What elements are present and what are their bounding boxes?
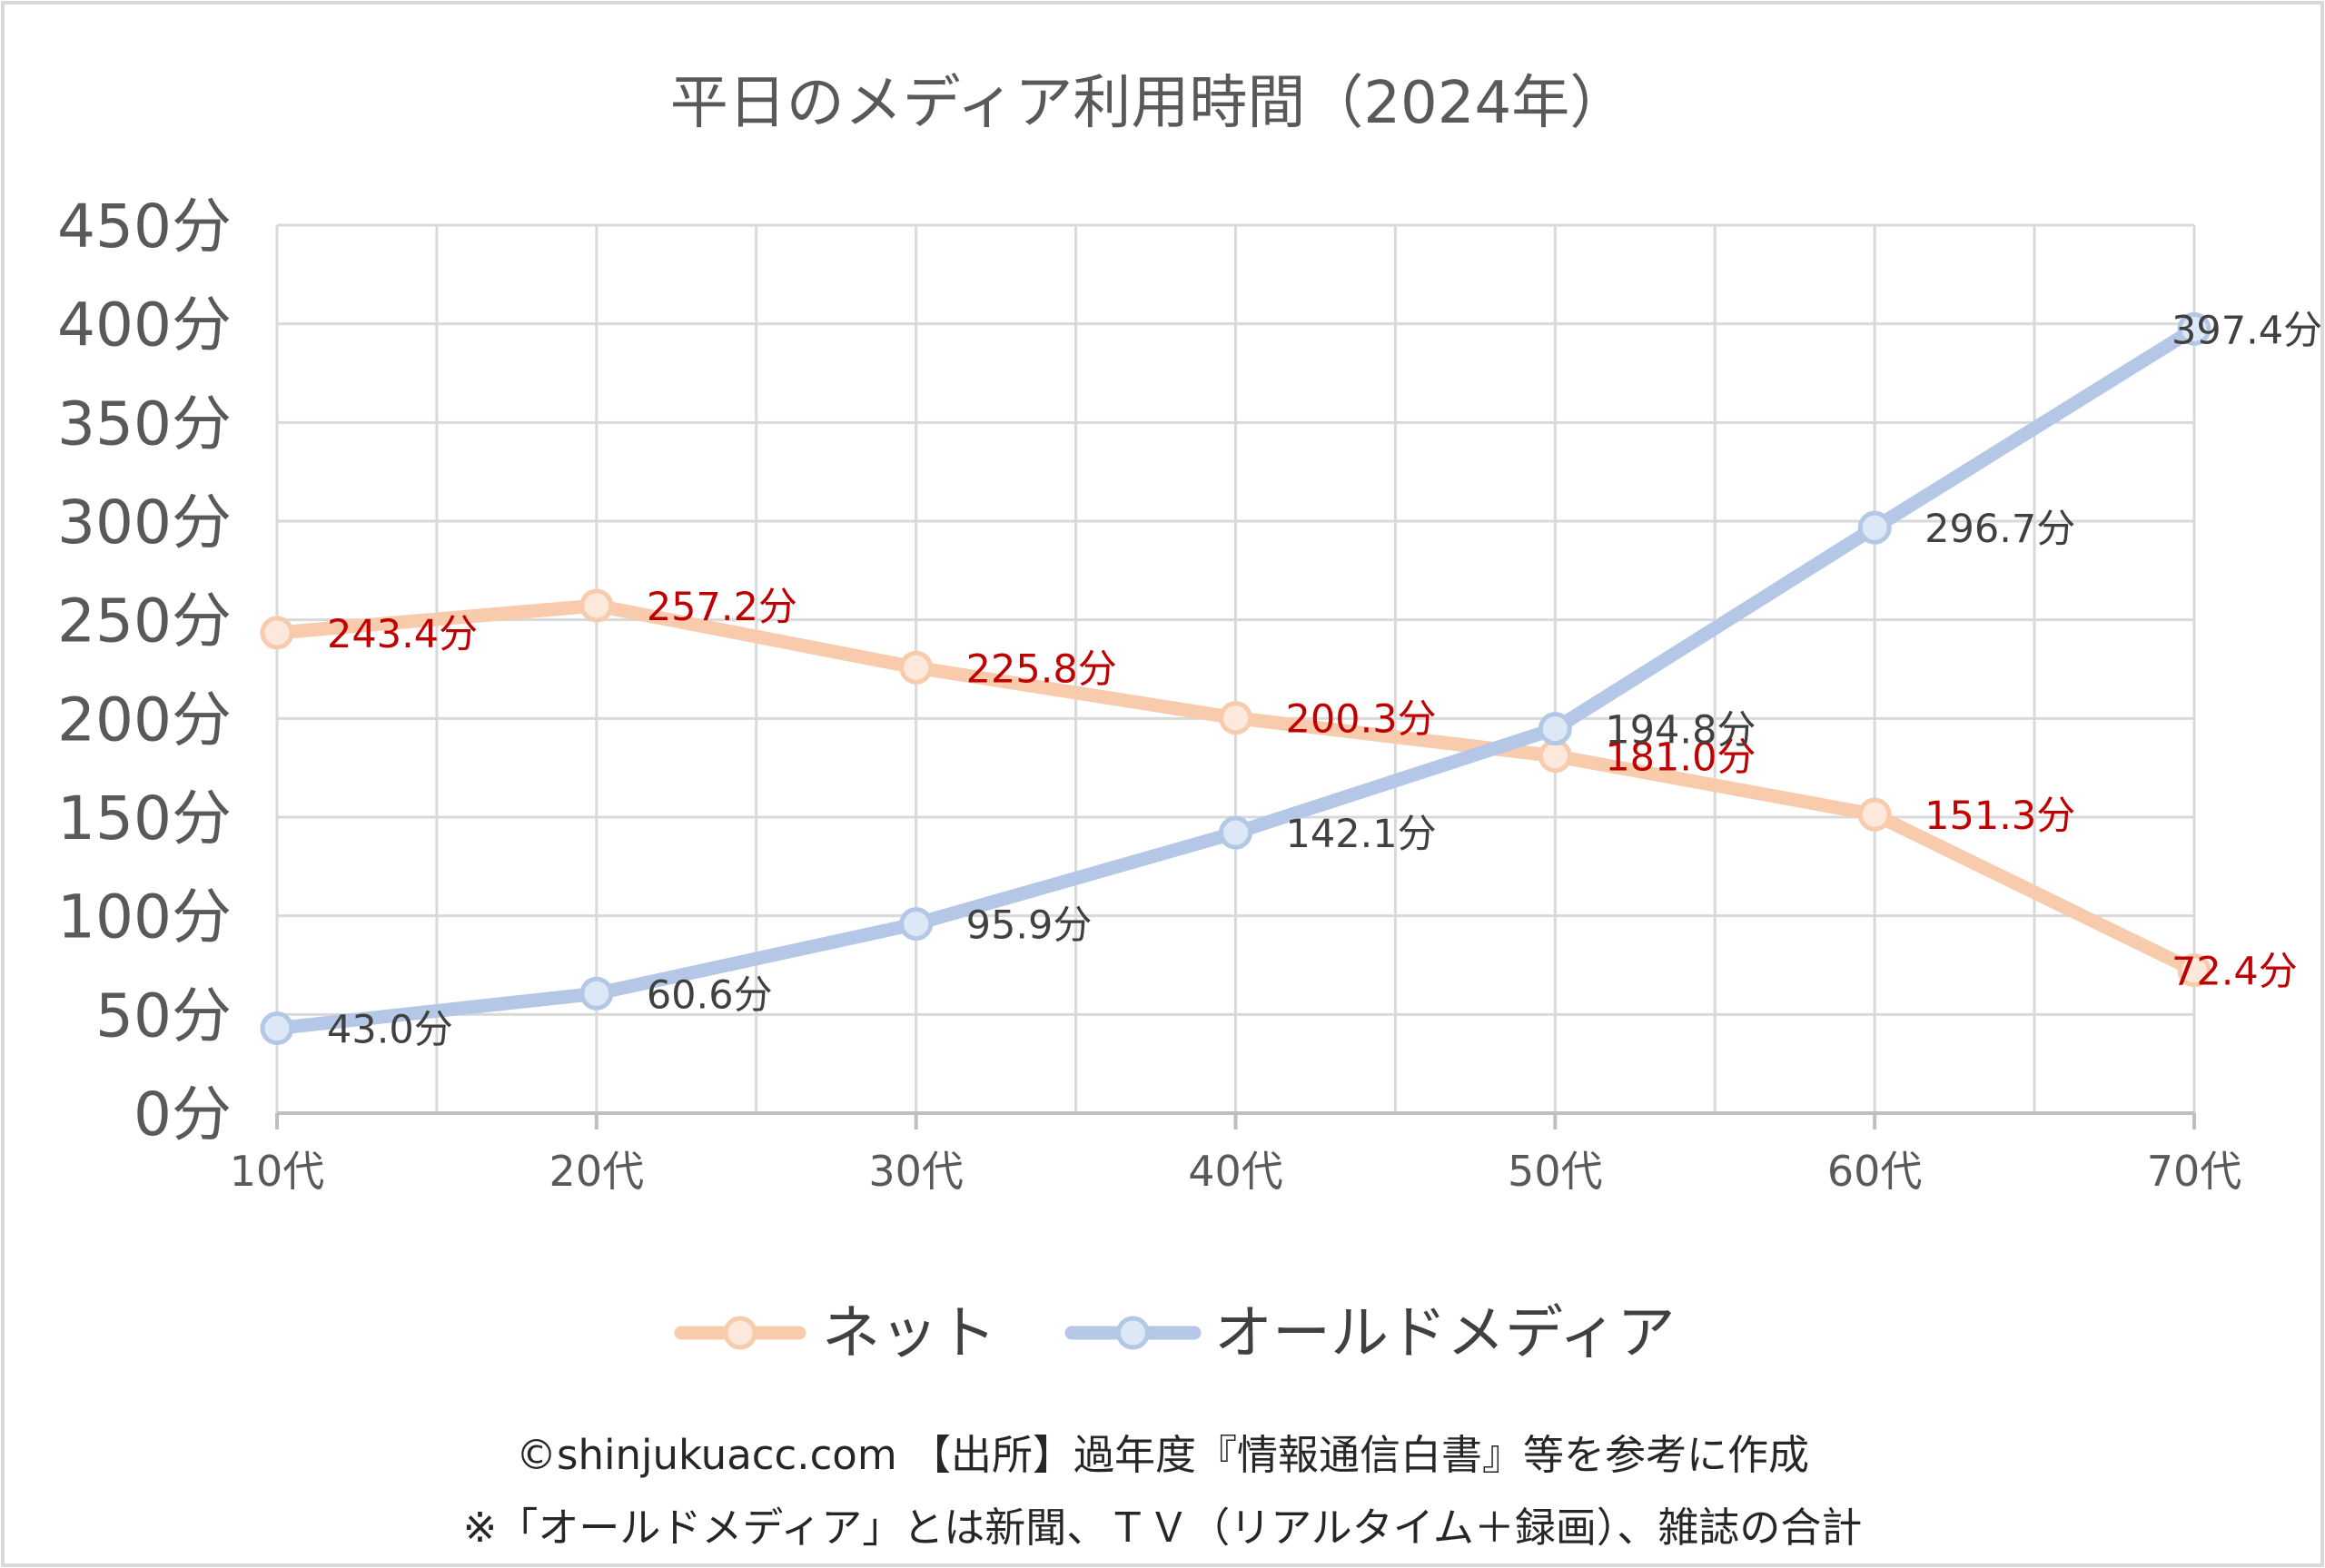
y-tick-label: 450分	[57, 192, 232, 261]
x-tick-label: 70代	[2147, 1147, 2242, 1196]
data-label-old-media: 60.6分	[647, 972, 773, 1018]
data-label-net: 225.8分	[966, 646, 1117, 692]
data-label-net: 181.0分	[1605, 735, 1756, 781]
x-tick-label: 10代	[230, 1147, 325, 1196]
legend-marker-old-media	[1116, 1316, 1150, 1350]
x-tick-label: 50代	[1508, 1147, 1603, 1196]
data-label-net: 243.4分	[327, 612, 478, 657]
data-label-old-media: 397.4分	[2172, 308, 2322, 353]
series-point-old-media	[2177, 311, 2211, 346]
y-tick-label: 0分	[134, 1080, 232, 1149]
y-tick-label: 100分	[57, 883, 232, 952]
data-label-net: 200.3分	[1286, 697, 1437, 743]
legend-marker-net	[723, 1316, 757, 1350]
series-point-old-media	[1538, 712, 1572, 746]
label-layer: 243.4分 257.2分 225.8分 200.3分 181.0分 151.3分 72.4…	[327, 308, 2322, 1052]
series-point-old-media	[1219, 815, 1252, 850]
series-layer	[260, 311, 2211, 1046]
y-tick-label: 250分	[57, 587, 232, 656]
y-tick-label: 200分	[57, 685, 232, 754]
x-tick-label: 60代	[1827, 1147, 1923, 1196]
axis-layer: 0分 50分 100分 150分 200分 250分 300分 350分 400分 450分 10代…	[57, 192, 2241, 1196]
y-tick-label: 300分	[57, 488, 232, 557]
data-label-old-media: 95.9分	[966, 903, 1093, 949]
legend-label-old-media: オールドメディア	[1214, 1300, 1676, 1367]
series-point-net	[579, 588, 614, 623]
series-point-old-media	[1857, 510, 1892, 545]
data-label-old-media: 142.1分	[1286, 812, 1437, 857]
series-point-old-media	[260, 1011, 294, 1046]
data-label-net: 151.3分	[1924, 794, 2075, 839]
y-tick-label: 150分	[57, 784, 232, 853]
data-label-old-media: 296.7分	[1924, 507, 2075, 552]
legend-layer: ネット オールドメディア	[674, 1300, 1676, 1367]
series-point-net	[1857, 797, 1892, 832]
series-point-net	[260, 616, 294, 650]
chart-title: 平日のメディア利用時間（2024年）	[670, 70, 1628, 137]
x-tick-label: 20代	[549, 1147, 645, 1196]
series-point-old-media	[579, 976, 614, 1011]
series-point-net	[899, 650, 934, 685]
series-point-net	[2177, 953, 2211, 988]
x-tick-label: 40代	[1188, 1147, 1283, 1196]
series-point-net	[1219, 701, 1252, 735]
footer-line-1: ©shinjukuacc.com 【出所】過年度『情報通信白書』等を参考に作成	[516, 1431, 1809, 1479]
data-label-old-media: 194.8分	[1605, 708, 1756, 754]
y-tick-label: 50分	[95, 981, 232, 1050]
data-label-net: 72.4分	[2172, 950, 2298, 995]
series-point-old-media	[899, 907, 934, 942]
series-point-net	[1538, 739, 1572, 774]
x-tick-label: 30代	[868, 1147, 964, 1196]
legend-label-net: ネット	[822, 1300, 996, 1367]
data-label-old-media: 43.0分	[327, 1008, 453, 1053]
footer-line-2: ※「オールドメディア」とは新聞、ＴＶ（リアルタイム＋録画）、雑誌の合計	[463, 1504, 1863, 1552]
y-tick-label: 400分	[57, 291, 232, 360]
y-tick-label: 350分	[57, 389, 232, 459]
data-label-net: 257.2分	[647, 585, 797, 630]
